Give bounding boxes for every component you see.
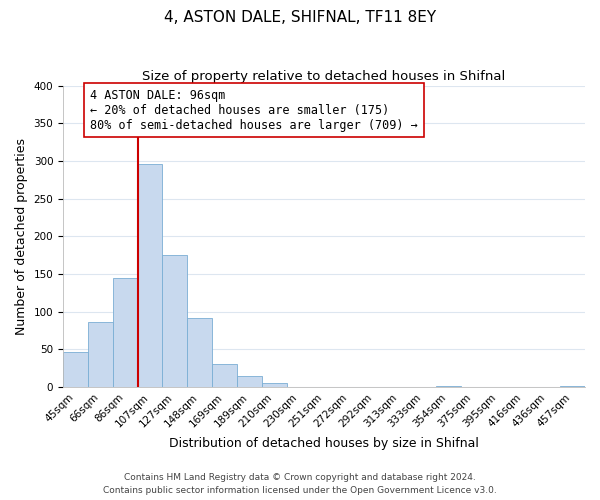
- Bar: [137, 164, 163, 387]
- Text: 4 ASTON DALE: 96sqm
← 20% of detached houses are smaller (175)
80% of semi-detac: 4 ASTON DALE: 96sqm ← 20% of detached ho…: [91, 88, 418, 132]
- Text: Contains HM Land Registry data © Crown copyright and database right 2024.
Contai: Contains HM Land Registry data © Crown c…: [103, 474, 497, 495]
- Bar: [63, 352, 88, 387]
- Bar: [88, 322, 113, 387]
- X-axis label: Distribution of detached houses by size in Shifnal: Distribution of detached houses by size …: [169, 437, 479, 450]
- Bar: [212, 364, 237, 387]
- Bar: [560, 386, 585, 387]
- Title: Size of property relative to detached houses in Shifnal: Size of property relative to detached ho…: [142, 70, 506, 83]
- Bar: [436, 386, 461, 387]
- Bar: [113, 278, 137, 387]
- Bar: [237, 376, 262, 387]
- Bar: [163, 255, 187, 387]
- Bar: [187, 318, 212, 387]
- Y-axis label: Number of detached properties: Number of detached properties: [15, 138, 28, 335]
- Text: 4, ASTON DALE, SHIFNAL, TF11 8EY: 4, ASTON DALE, SHIFNAL, TF11 8EY: [164, 10, 436, 25]
- Bar: [262, 383, 287, 387]
